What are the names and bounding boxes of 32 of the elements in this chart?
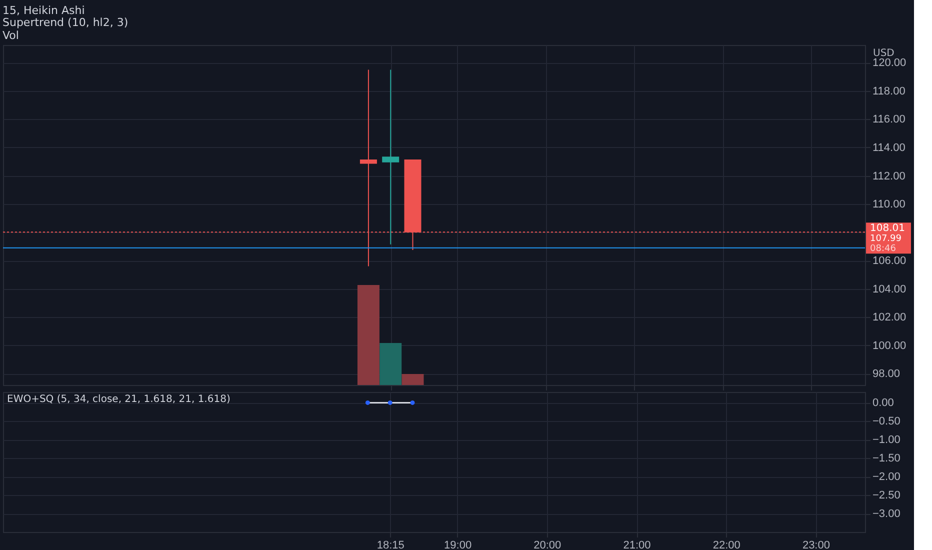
- text: 107.99: [870, 234, 902, 244]
- y-tick-label: 106.00: [872, 255, 906, 268]
- y-tick-label: 98.00: [872, 368, 900, 380]
- y-tick-label: −1.00: [872, 434, 900, 446]
- x-tick-label: 21:00: [623, 540, 651, 550]
- y-tick-label: −3.00: [872, 508, 900, 520]
- y-tick-label: −2.50: [872, 490, 900, 502]
- y-tick-label: 0.00: [872, 397, 894, 410]
- x-tick-label: 19:00: [444, 540, 472, 550]
- text: USD: [873, 48, 895, 59]
- y-tick-label: 116.00: [872, 114, 906, 126]
- x-tick-label: 22:00: [712, 540, 740, 550]
- chart-title: EWO+SQ (5, 34, close, 21, 1.618, 21, 1.618): [7, 394, 230, 405]
- y-tick-label: 102.00: [872, 312, 906, 324]
- y-tick-label: 120.00: [872, 57, 906, 70]
- y-tick-label: −0.50: [872, 416, 900, 428]
- y-tick-label: 100.00: [872, 340, 906, 352]
- y-tick-label: 112.00: [872, 170, 906, 182]
- y-tick-label: 104.00: [872, 283, 906, 296]
- y-tick-label: −2.00: [872, 471, 900, 484]
- y-tick-label: 118.00: [872, 85, 906, 98]
- x-tick-label: 20:00: [534, 540, 562, 550]
- text: Supertrend (10, hl2, 3): [2, 16, 128, 29]
- x-tick-label: 18:15: [376, 540, 404, 550]
- text: 08:46: [870, 244, 896, 254]
- chart-title: 15, Heikin Ashi: [2, 4, 85, 17]
- y-tick-label: 114.00: [872, 142, 906, 154]
- y-tick-label: −1.50: [872, 452, 900, 465]
- y-tick-label: 110.00: [872, 198, 906, 211]
- text: Vol: [2, 29, 19, 42]
- x-tick-label: 23:00: [802, 540, 830, 550]
- ref-line-label: 108.01: [870, 223, 905, 234]
